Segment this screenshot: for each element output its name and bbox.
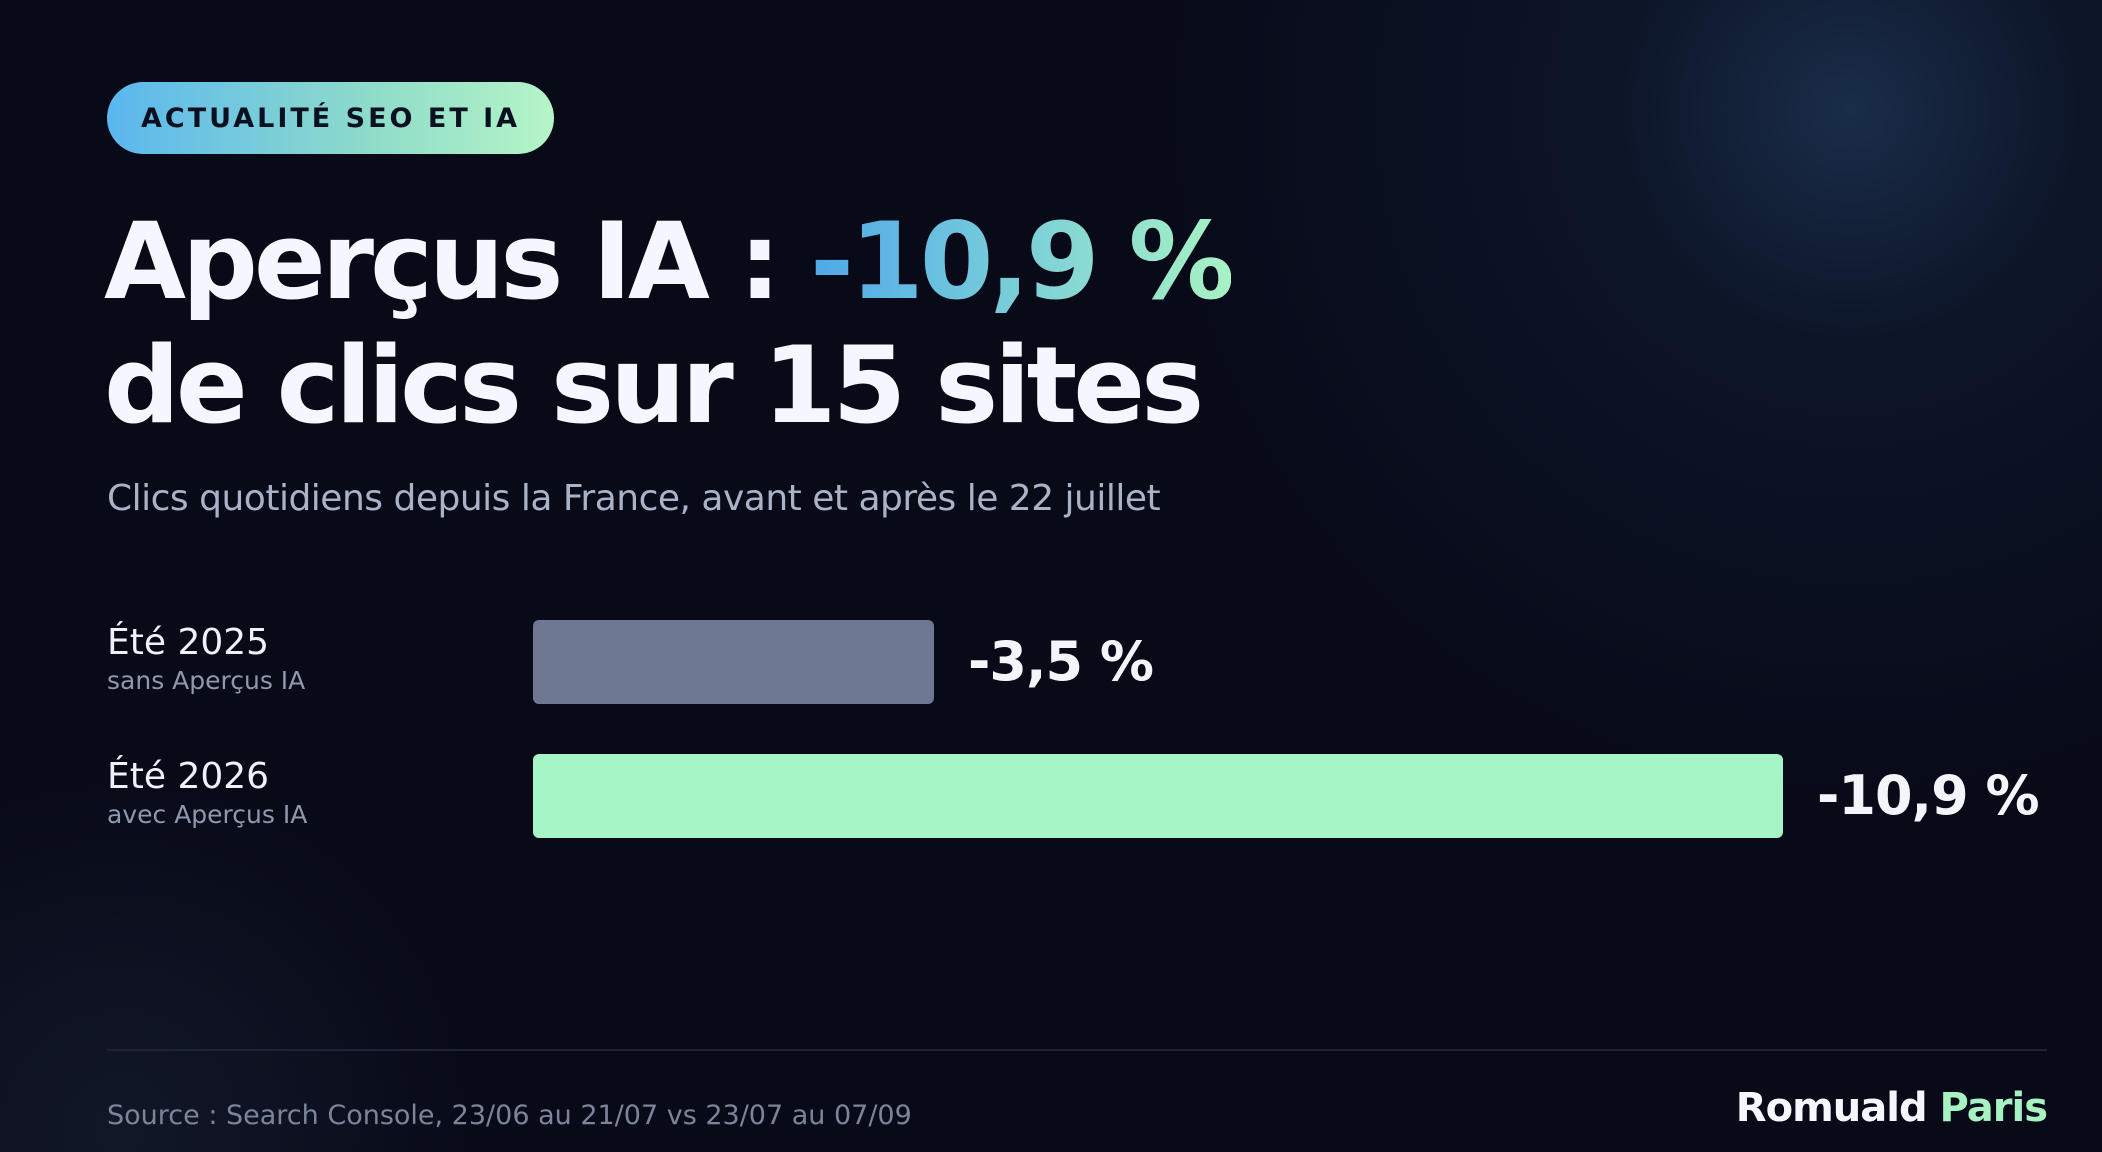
bar-value-label-2: -10,9 % — [1817, 764, 2040, 827]
category-sublabel-2: avec Aperçus IA — [107, 800, 308, 829]
source-note: Source : Search Console, 23/06 au 21/07 … — [107, 1100, 912, 1131]
category-badge-label: ACTUALITÉ SEO ET IA — [141, 102, 521, 134]
category-label-2: Été 2026 avec Aperçus IA — [107, 755, 307, 831]
category-sublabel-1: sans Aperçus IA — [107, 666, 306, 695]
category-name-2: Été 2026 — [107, 756, 270, 797]
title-prefix: Aperçus IA : — [104, 200, 811, 323]
title-line-2: de clics sur 15 sites — [104, 324, 1204, 447]
title-highlight: -10,9 % — [810, 200, 1235, 323]
brand-first-name: Romuald — [1735, 1085, 1928, 1131]
category-name-1: Été 2025 — [107, 622, 270, 663]
brand-logo: Romuald Paris — [1735, 1085, 2048, 1131]
brand-last-name: Paris — [1939, 1085, 2048, 1131]
footer-divider — [107, 1049, 2047, 1051]
category-badge: ACTUALITÉ SEO ET IA — [107, 82, 555, 154]
subtitle: Clics quotidiens depuis la France, avant… — [107, 478, 1161, 519]
bar-2 — [533, 754, 1783, 838]
category-label-1: Été 2025 sans Aperçus IA — [107, 621, 305, 697]
bar-1 — [533, 620, 934, 704]
bar-value-label-1: -3,5 % — [968, 630, 1154, 693]
page-title: Aperçus IA : -10,9 % de clics sur 15 site… — [104, 200, 1235, 448]
